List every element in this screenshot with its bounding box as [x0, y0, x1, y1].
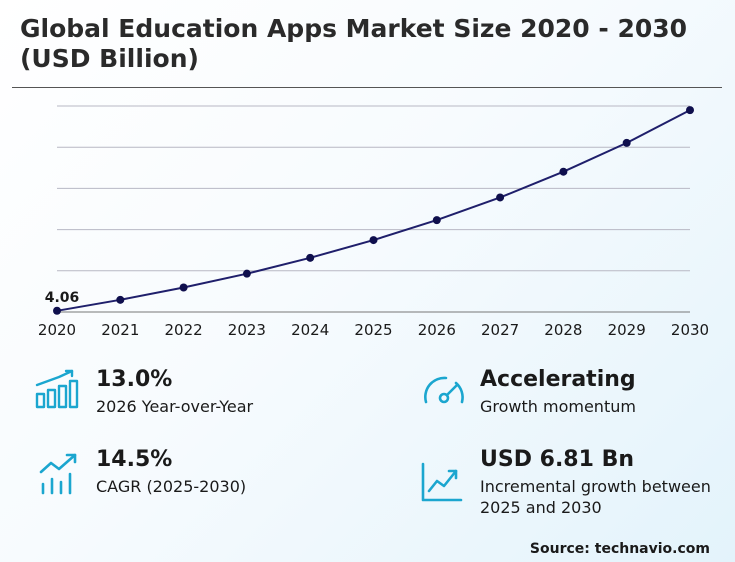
data-point-2025 [369, 236, 378, 245]
stat-incremental-value: USD 6.81 Bn [480, 447, 634, 472]
x-tick-2025: 2025 [354, 321, 392, 339]
stat-momentum: Accelerating Growth momentum [480, 367, 636, 417]
stat-cagr-value: 14.5% [96, 447, 173, 472]
data-points [53, 106, 694, 315]
series-line-layer [56, 109, 691, 312]
title-divider [12, 87, 722, 88]
x-tick-2021: 2021 [101, 321, 139, 339]
gridlines [57, 105, 690, 313]
source-credit: Source: technavio.com [529, 541, 710, 557]
x-tick-2027: 2027 [481, 321, 519, 339]
x-tick-2024: 2024 [291, 321, 329, 339]
data-point-2024 [306, 253, 315, 262]
x-tick-2028: 2028 [544, 321, 582, 339]
data-point-2023 [242, 269, 251, 278]
chart-title: Global Education Apps Market Size 2020 -… [20, 14, 688, 73]
stat-incremental-desc: Incremental growth between 2025 and 2030 [480, 477, 711, 517]
data-label: 4.06 [45, 290, 80, 306]
data-point-2020 [53, 306, 61, 315]
stat-yoy-desc: 2026 Year-over-Year [96, 397, 254, 416]
stat-yoy: 13.0% 2026 Year-over-Year [96, 367, 253, 417]
data-point-2022 [179, 283, 188, 292]
stat-momentum-desc: Growth momentum [480, 397, 636, 416]
data-labels: 4.06 [45, 290, 80, 306]
data-point-2028 [559, 167, 568, 176]
bar-growth-icon [35, 369, 79, 409]
x-tick-2022: 2022 [165, 321, 203, 339]
stat-cagr-desc: CAGR (2025-2030) [96, 477, 247, 496]
stat-incremental: USD 6.81 Bn Incremental growth between 2… [480, 447, 720, 518]
stat-cagr: 14.5% CAGR (2025-2030) [96, 447, 246, 497]
x-tick-2020: 2020 [38, 321, 76, 339]
data-point-2029 [622, 138, 631, 147]
x-tick-2026: 2026 [418, 321, 456, 339]
speedometer-icon [424, 376, 464, 404]
trend-up-icon [39, 453, 77, 495]
data-point-2026 [432, 216, 441, 225]
x-tick-2030: 2030 [671, 321, 709, 339]
data-point-2021 [116, 295, 125, 304]
stat-momentum-value: Accelerating [480, 367, 636, 392]
line-chart: 2020 2021 2022 2023 2024 2025 2026 2027 2028 2029… [38, 105, 709, 339]
stat-yoy-value: 13.0% [96, 367, 173, 392]
line-chart-icon [421, 462, 463, 502]
series-line [56, 109, 691, 312]
x-axis-ticks: 2020 2021 2022 2023 2024 2025 2026 2027 2028 2029… [38, 321, 709, 339]
x-tick-2023: 2023 [228, 321, 266, 339]
x-tick-2029: 2029 [608, 321, 646, 339]
data-point-2030 [686, 106, 694, 115]
data-point-2027 [496, 193, 505, 202]
